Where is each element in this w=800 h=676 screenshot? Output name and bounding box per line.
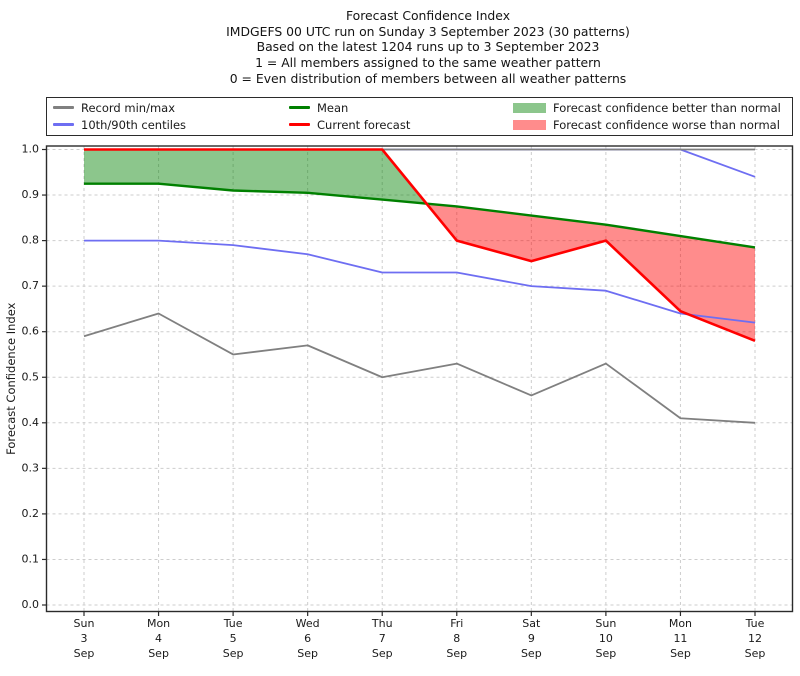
y-tick-label: 0.7 (22, 279, 40, 292)
series-10th-centile (84, 239, 756, 324)
title-line-3: Based on the latest 1204 runs up to 3 Se… (256, 39, 600, 55)
series-mean (84, 182, 756, 249)
x-tick-label: Wed (296, 617, 320, 630)
y-tick-label: 0.5 (22, 370, 40, 383)
legend-column-3: Forecast confidence better than normal F… (513, 98, 781, 135)
x-tick-label: Sep (74, 647, 95, 660)
x-tick-label: Thu (371, 617, 393, 630)
x-tick-label: 5 (230, 632, 237, 645)
y-tick-label: 0.3 (22, 461, 40, 474)
x-tick-label: 4 (155, 632, 162, 645)
centiles-line-swatch (53, 123, 74, 126)
x-tick-label: Mon (147, 617, 170, 630)
x-tick-label: Sep (297, 647, 318, 660)
legend-label: Mean (317, 100, 349, 115)
legend-item-confidence-better: Forecast confidence better than normal (513, 100, 781, 115)
y-tick-label: 0.2 (22, 507, 40, 520)
x-tick-label: Tue (223, 617, 243, 630)
legend-label: Forecast confidence better than normal (553, 100, 781, 115)
legend-item-confidence-worse: Forecast confidence worse than normal (513, 117, 781, 132)
x-tick-label: Mon (669, 617, 692, 630)
x-tick-label: 11 (673, 632, 687, 645)
axes-spines (45, 145, 794, 613)
x-tick-label: 10 (599, 632, 613, 645)
title-line-2: IMDGEFS 00 UTC run on Sunday 3 September… (226, 23, 630, 39)
legend-label: 10th/90th centiles (81, 117, 187, 132)
y-tick-label: 0.4 (22, 416, 40, 429)
x-tick-label: 3 (81, 632, 88, 645)
legend-item-record-minmax: Record min/max (53, 100, 186, 115)
legend-label: Forecast confidence worse than normal (553, 117, 780, 132)
title-line-5: 0 = Even distribution of members between… (229, 70, 627, 86)
legend-item-centiles: 10th/90th centiles (53, 117, 186, 132)
y-tick-label: 0.0 (22, 598, 40, 611)
y-tick-label: 0.1 (22, 552, 40, 565)
legend-column-2: Mean Current forecast (289, 98, 410, 135)
x-tick-label: Sep (670, 647, 691, 660)
record-minmax-line-swatch (53, 106, 74, 109)
chart-title-block: Forecast Confidence Index IMDGEFS 00 UTC… (56, 8, 800, 87)
x-tick-label: 7 (379, 632, 386, 645)
fill-better-than-normal (84, 149, 427, 204)
x-tick-label: Sep (372, 647, 393, 660)
x-tick-label: Sun (74, 617, 95, 630)
mean-line-swatch (289, 106, 310, 109)
x-tick-label: Sep (446, 647, 467, 660)
x-tick-label: 9 (528, 632, 535, 645)
x-tick-label: Sep (148, 647, 169, 660)
x-tick-label: 12 (748, 632, 762, 645)
series-record-min (83, 312, 756, 424)
fill-worse-than-normal (426, 203, 755, 341)
x-tick-label: Tue (745, 617, 765, 630)
legend-label: Record min/max (81, 100, 176, 115)
chart-legend: Record min/max 10th/90th centiles Mean C… (46, 97, 793, 136)
legend-item-current-forecast: Current forecast (289, 117, 410, 132)
y-tick-label: 0.6 (22, 325, 40, 338)
legend-label: Current forecast (317, 117, 411, 132)
x-tick-label: Sat (522, 617, 541, 630)
x-tick-label: Sep (223, 647, 244, 660)
confidence-worse-patch-swatch (513, 119, 546, 130)
title-line-4: 1 = All members assigned to the same wea… (255, 55, 601, 71)
x-tick-label: 8 (453, 632, 460, 645)
y-tick-label: 0.9 (22, 188, 40, 201)
x-tick-label: Sep (521, 647, 542, 660)
y-tick-label: 1.0 (22, 143, 40, 156)
legend-column-1: Record min/max 10th/90th centiles (53, 98, 186, 135)
legend-item-mean: Mean (289, 100, 410, 115)
x-tick-label: 6 (304, 632, 311, 645)
title-line-1: Forecast Confidence Index (345, 8, 511, 23)
confidence-better-patch-swatch (513, 102, 546, 113)
y-axis-label: Forecast Confidence Index (4, 302, 18, 454)
x-tick-label: Sun (595, 617, 616, 630)
y-tick-label: 0.8 (22, 234, 40, 247)
current-forecast-line-swatch (289, 123, 310, 126)
x-tick-label: Sep (596, 647, 617, 660)
x-tick-label: Fri (450, 617, 463, 630)
x-tick-label: Sep (745, 647, 766, 660)
series-current-forecast (84, 148, 756, 343)
